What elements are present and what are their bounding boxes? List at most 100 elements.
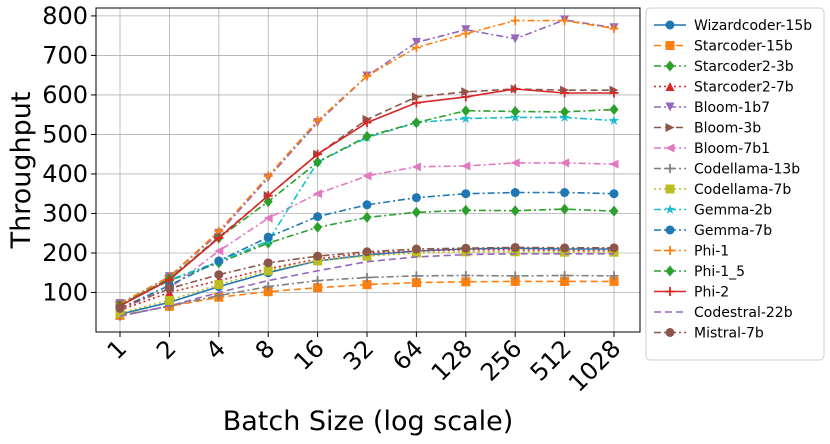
data-point [411, 117, 421, 129]
data-point [510, 205, 520, 217]
legend-marker [665, 60, 675, 72]
x-tick-label: 256 [475, 334, 527, 386]
legend-marker [665, 184, 675, 194]
data-point [362, 130, 372, 142]
x-tick-label: 4 [200, 334, 231, 365]
legend-label: Codellama-13b [694, 162, 800, 178]
data-point [510, 34, 520, 44]
data-point [461, 161, 471, 171]
data-point [609, 243, 619, 253]
x-tick-label: 8 [250, 334, 281, 365]
data-point [609, 104, 619, 116]
series-lines [114, 15, 620, 321]
data-point [263, 191, 273, 201]
series-line [119, 19, 615, 305]
data-point [560, 88, 570, 98]
data-point [609, 205, 619, 217]
legend-label: Bloom-3b [694, 121, 761, 137]
data-point [115, 303, 125, 313]
data-point [411, 37, 421, 47]
data-point [560, 203, 570, 215]
series-line [119, 249, 614, 312]
data-point [313, 276, 323, 286]
legend-entry: Phi-1 [654, 244, 729, 260]
data-point [313, 221, 323, 233]
legend-entry: Starcoder2-3b [654, 59, 794, 75]
legend-entry: Wizardcoder-15b [654, 18, 812, 34]
data-point [461, 87, 471, 97]
legend-marker [665, 164, 675, 173]
x-tick-label: 16 [288, 334, 329, 375]
legend-label: Gemma-2b [694, 203, 772, 219]
data-point [115, 308, 125, 318]
data-point [609, 159, 619, 169]
data-point [560, 16, 570, 26]
y-tick-label: 100 [42, 278, 88, 306]
series-line [119, 251, 614, 314]
series-line [119, 19, 615, 305]
data-point [461, 29, 471, 39]
data-point [460, 113, 472, 124]
data-point [461, 243, 471, 253]
data-point [411, 92, 421, 102]
legend-label: Starcoder-15b [694, 39, 793, 55]
data-point [313, 256, 323, 266]
series-codestral-22b [119, 253, 614, 317]
legend-entry: Starcoder-15b [654, 39, 793, 55]
data-point [609, 276, 619, 286]
legend: Wizardcoder-15b Starcoder-15b Starcoder2-3… [645, 7, 825, 361]
series-line [119, 191, 615, 310]
legend-entry: Gemma-2b [654, 203, 772, 219]
data-point [214, 256, 224, 266]
data-point [263, 287, 273, 297]
data-point [411, 193, 421, 203]
legend-label: Phi-2 [694, 285, 729, 301]
legend-marker [665, 246, 675, 255]
legend-entry: Codellama-13b [654, 162, 800, 178]
data-point [263, 171, 273, 181]
data-point [263, 282, 273, 292]
data-point [560, 106, 570, 118]
data-point [164, 275, 174, 285]
y-axis-label: Throughput [6, 92, 37, 250]
legend-entry: Phi-1_5 [654, 264, 745, 280]
data-point [411, 162, 421, 172]
series-line [119, 162, 615, 310]
y-axis-ticks: 100 200 300 400 500 600 700 800 [42, 2, 96, 306]
data-point [510, 106, 520, 118]
x-tick-label: 1028 [563, 334, 626, 397]
data-point [510, 271, 520, 281]
data-point [609, 24, 619, 34]
data-point [313, 189, 323, 199]
data-point [608, 115, 620, 126]
legend-label: Phi-1 [694, 244, 729, 260]
data-point [263, 196, 273, 208]
x-tick-label: 1 [102, 334, 133, 365]
legend-label: Phi-1_5 [694, 264, 745, 280]
data-point [510, 188, 520, 198]
data-point [362, 200, 372, 210]
data-point [461, 189, 471, 199]
legend-marker [665, 328, 675, 337]
data-point [411, 98, 421, 108]
data-point [313, 251, 323, 261]
data-point [164, 284, 174, 294]
x-axis-label: Batch Size (log scale) [223, 406, 514, 437]
data-point [263, 213, 273, 223]
data-point [362, 280, 372, 290]
data-point [510, 276, 520, 286]
legend-marker [665, 225, 675, 235]
data-point [362, 211, 372, 223]
data-point [362, 171, 372, 181]
data-point [560, 243, 570, 253]
data-point [313, 283, 323, 293]
data-point [461, 204, 471, 216]
series-line [119, 280, 614, 317]
data-point [214, 280, 224, 290]
data-point [411, 43, 421, 53]
y-tick-label: 600 [42, 81, 88, 109]
series-phi-2 [115, 84, 619, 311]
data-point [560, 270, 570, 280]
data-point [560, 276, 570, 286]
